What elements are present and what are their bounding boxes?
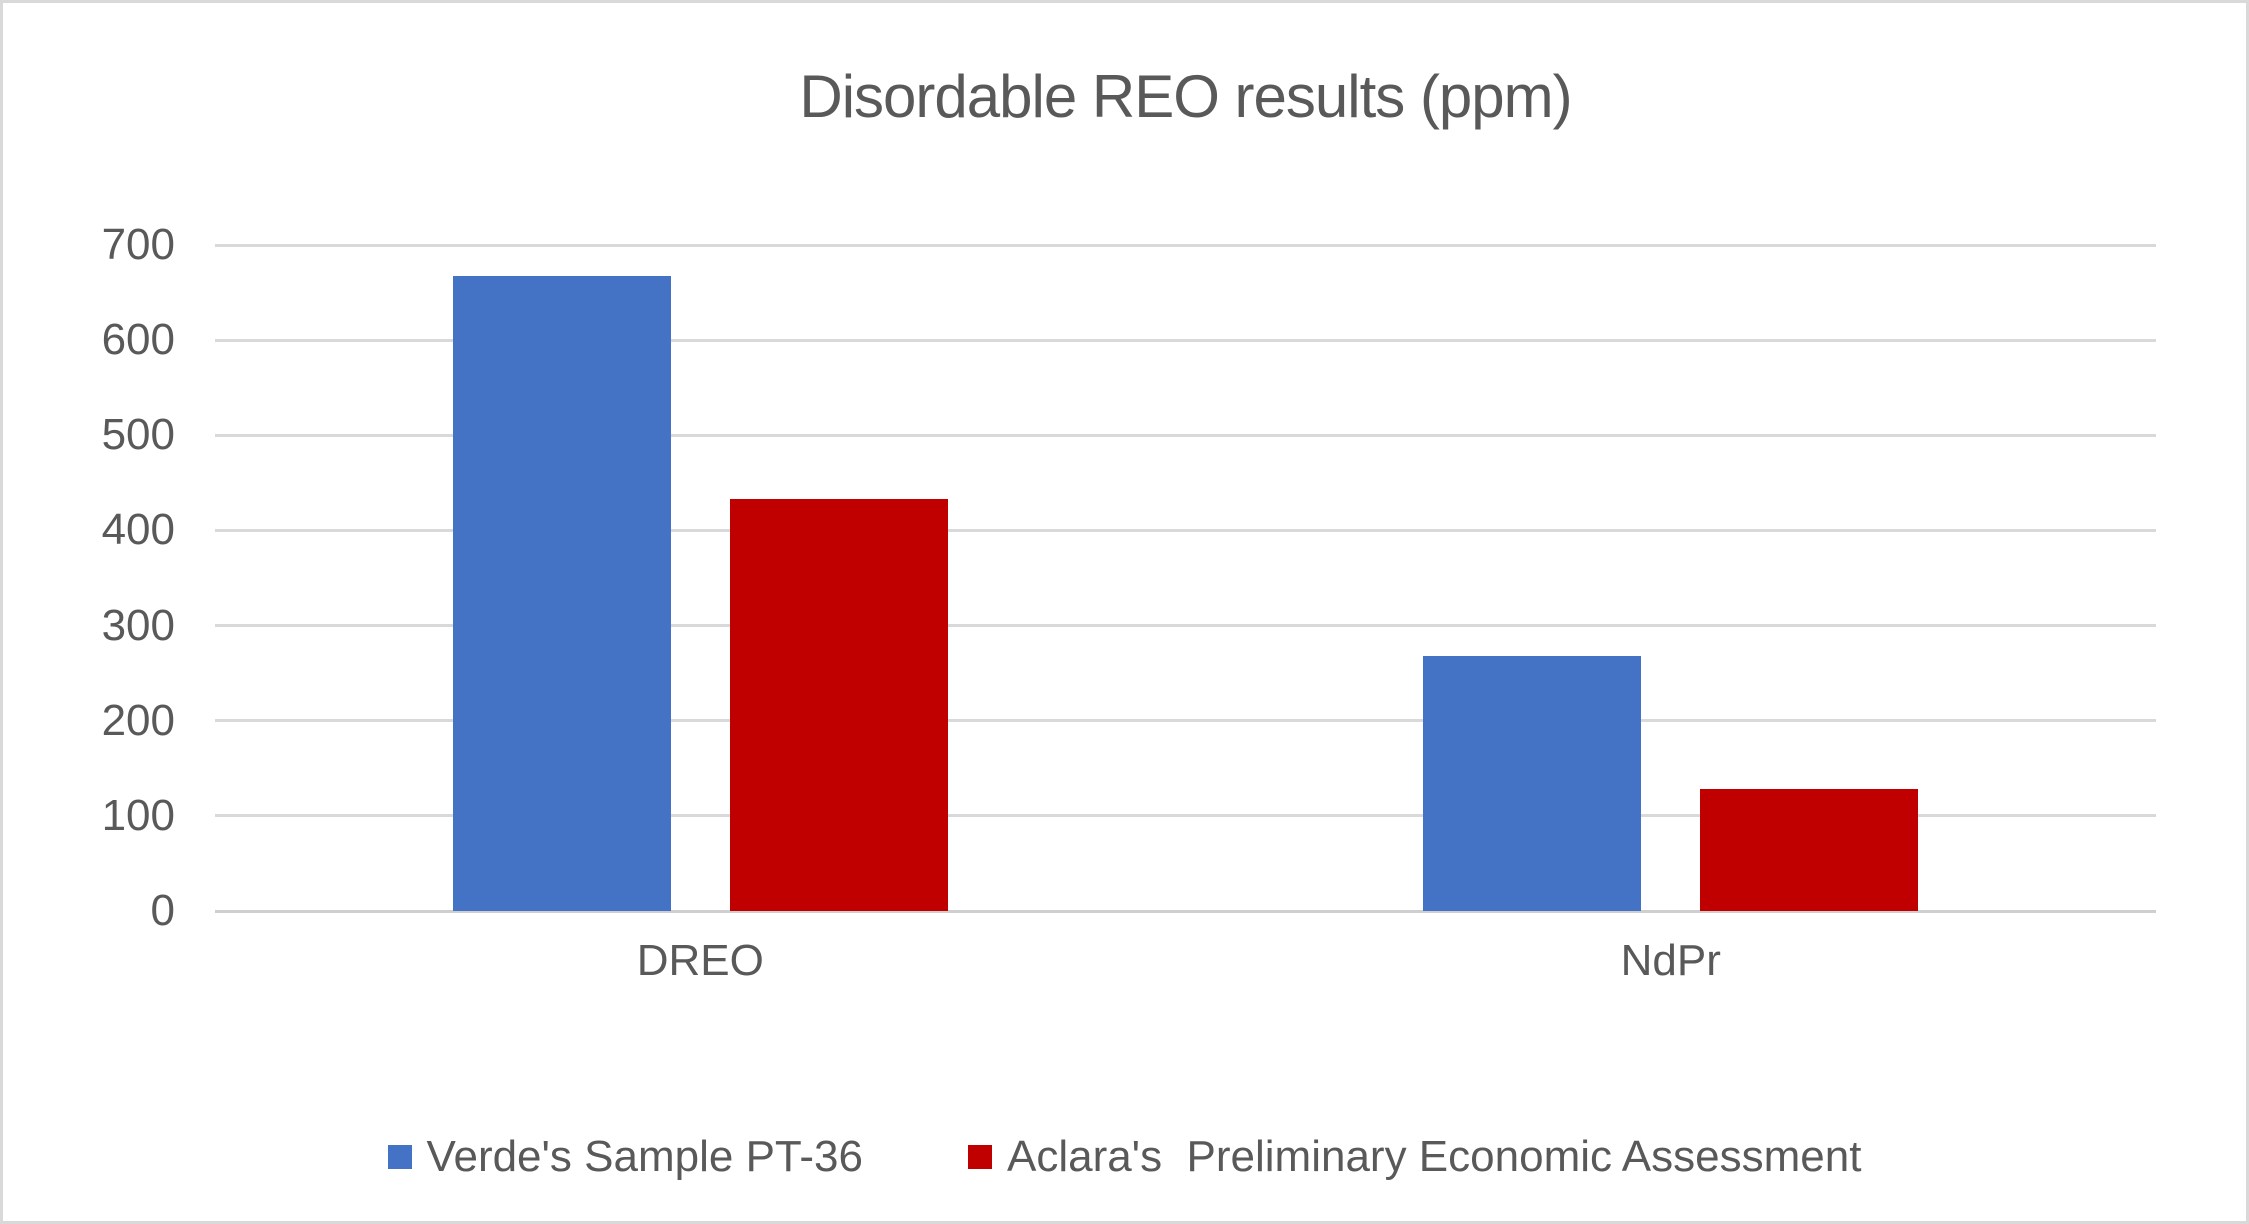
gridline (215, 433, 2156, 437)
legend-item: Aclara's Preliminary Economic Assessment (967, 1131, 1862, 1183)
y-tick-label: 300 (101, 600, 175, 650)
bar (1700, 789, 1919, 911)
x-category-label: NdPr (1620, 936, 1721, 985)
legend-swatch (387, 1145, 412, 1169)
chart-title: Disordable REO results (ppm) (799, 63, 1572, 130)
legend: Verde's Sample PT-36 Aclara's Preliminary… (3, 1131, 2246, 1183)
y-tick-label: 700 (101, 220, 175, 269)
bar (729, 499, 948, 911)
x-category-label: DREO (636, 936, 764, 985)
y-tick-label: 100 (101, 790, 175, 840)
plot-area (215, 243, 2156, 913)
y-tick-label: 400 (101, 505, 175, 555)
gridline (215, 719, 2156, 723)
gridline (215, 624, 2156, 628)
legend-label: Verde's Sample PT-36 (426, 1132, 863, 1181)
legend-item: Verde's Sample PT-36 (387, 1131, 863, 1183)
y-tick-label: 500 (101, 410, 175, 460)
legend-swatch (967, 1145, 992, 1169)
gridline (215, 814, 2156, 818)
gridline (215, 243, 2156, 247)
gridline (215, 528, 2156, 532)
gridline (215, 338, 2156, 342)
y-tick-label: 600 (101, 315, 175, 365)
bar (1423, 656, 1642, 911)
bar (452, 276, 671, 911)
legend-label: Aclara's Preliminary Economic Assessment (1006, 1132, 1862, 1181)
x-axis-line (215, 909, 2156, 913)
y-tick-label: 0 (150, 886, 175, 935)
y-tick-label: 200 (101, 695, 175, 745)
